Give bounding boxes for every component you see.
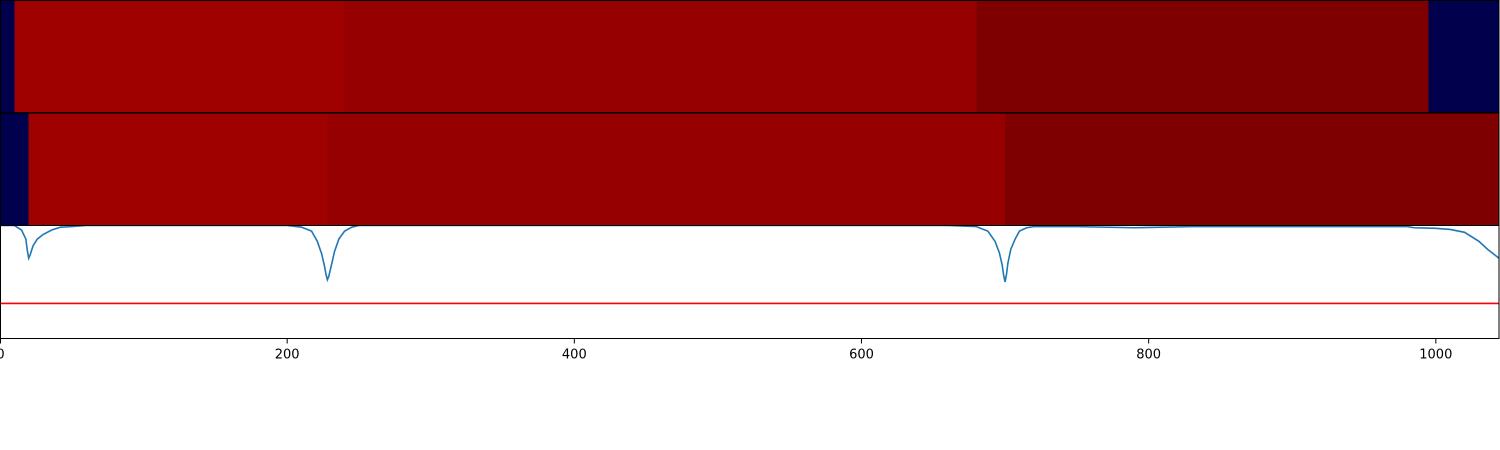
x-tick-label-1: 200 [275,348,300,363]
heatmap-cell-1-3 [1005,113,1499,226]
heatmap-panel-middle [0,112,1500,226]
x-tick-label-5: 1000 [1419,348,1452,363]
heatmap-cell-1-0 [0,113,29,226]
line-panel-bottom [0,225,1500,339]
x-tick-label-0: 0 [0,348,5,363]
heatmap-cell-0-3 [976,0,1429,113]
heatmap-cell-0-0 [0,0,15,113]
heatmap-panel-top [0,0,1500,113]
heatmap-cell-0-4 [1428,0,1499,113]
heatmap-cell-1-1 [28,113,328,226]
x-tick-label-2: 400 [562,348,587,363]
x-tick-label-3: 600 [849,348,874,363]
heatmap-cell-1-2 [327,113,1006,226]
heatmap-cell-0-2 [344,0,977,113]
line-series-0 [0,225,1499,283]
heatmap-cell-0-1 [14,0,345,113]
panel-frame-2 [0,225,1500,339]
x-axis: 0 200 400 600 800 1000 [0,338,1452,363]
x-tick-label-4: 800 [1136,348,1161,363]
